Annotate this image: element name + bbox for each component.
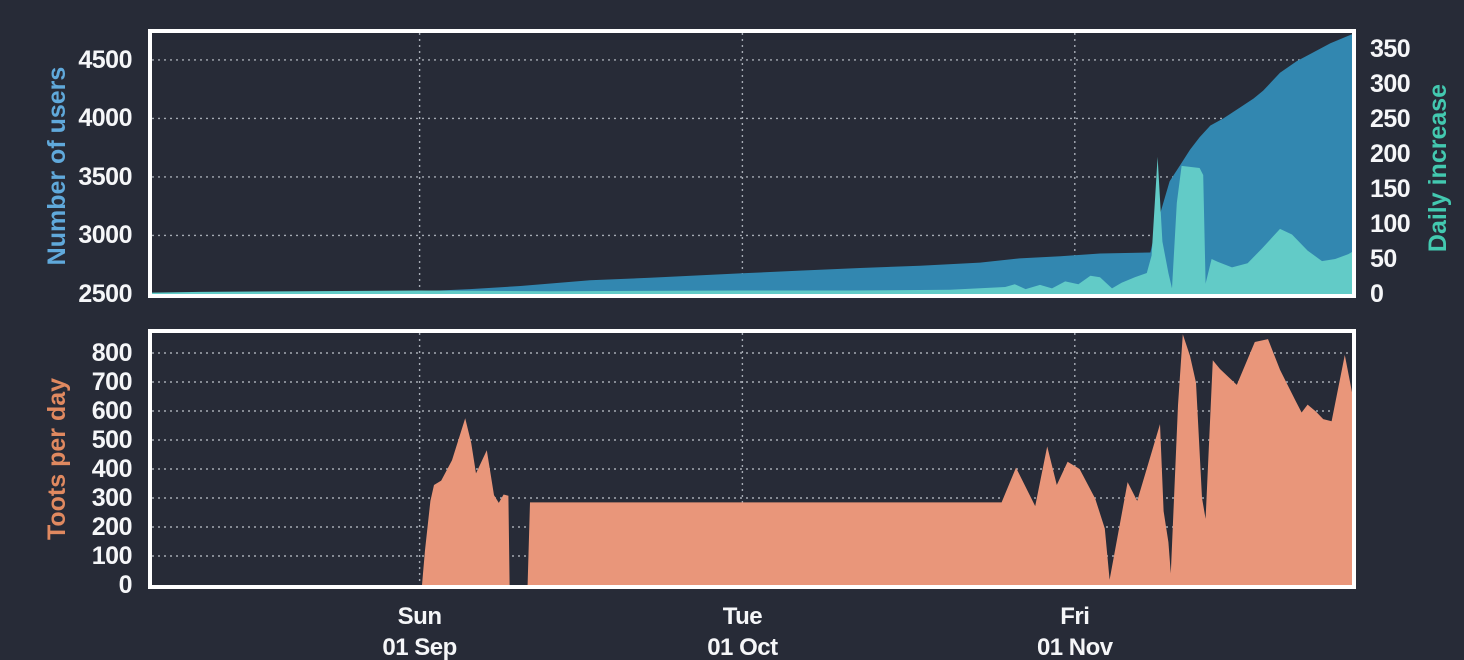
x-tick-label: Fri 01 Nov: [985, 601, 1165, 660]
x-tick-label: Tue 01 Oct: [652, 601, 832, 660]
y-right-tick-label: 50: [1370, 245, 1397, 273]
y-left-tick-label: 200: [91, 513, 133, 541]
x-tick-label: Sun 01 Sep: [330, 601, 510, 660]
y-right-tick-label: 100: [1370, 210, 1411, 239]
x-tick-weekday: Tue: [722, 603, 763, 630]
y-left-tick-label: 600: [91, 397, 133, 425]
y-right-tick-label: 350: [1370, 35, 1411, 64]
y-left-tick-label: 400: [91, 455, 133, 483]
y-left-tick-label: 800: [91, 339, 133, 367]
y-right-tick-label: 0: [1370, 280, 1384, 308]
y-left-tick-label: 300: [91, 484, 133, 512]
y-left-tick-label: 100: [91, 542, 133, 570]
toots-per-day-chart-plot: [148, 329, 1356, 589]
x-tick-date: 01 Nov: [1036, 634, 1113, 660]
y-left-tick-label: 4500: [78, 45, 132, 74]
y-right-tick-label: 300: [1370, 70, 1411, 99]
y-left-tick-label: 500: [91, 426, 133, 454]
area-series-toots-per-day: [152, 334, 1352, 585]
y-right-tick-label: 150: [1370, 175, 1411, 204]
y-left-tick-label: 4000: [78, 104, 132, 133]
x-tick-weekday: Fri: [1060, 603, 1090, 630]
x-tick-weekday: Sun: [397, 603, 442, 630]
users-daily-increase-chart-plot: [148, 29, 1356, 298]
y-right-tick-label: 250: [1370, 105, 1411, 134]
area-series-number-of-users: [152, 34, 1352, 294]
users-and-daily-increase-svg: [152, 33, 1352, 294]
x-tick-date: 01 Oct: [707, 634, 778, 660]
y-right-tick-label: 200: [1370, 140, 1411, 169]
toots-per-day-svg: [152, 333, 1352, 585]
area-series-daily-increase: [152, 156, 1352, 294]
y-left-tick-label: 3000: [78, 221, 132, 250]
y-left-tick-label: 700: [91, 368, 133, 396]
y-left-tick-label: 2500: [78, 280, 132, 308]
y-left-tick-label: 3500: [78, 162, 132, 191]
y-left-tick-label: 0: [118, 571, 133, 599]
x-tick-date: 01 Sep: [382, 634, 457, 660]
